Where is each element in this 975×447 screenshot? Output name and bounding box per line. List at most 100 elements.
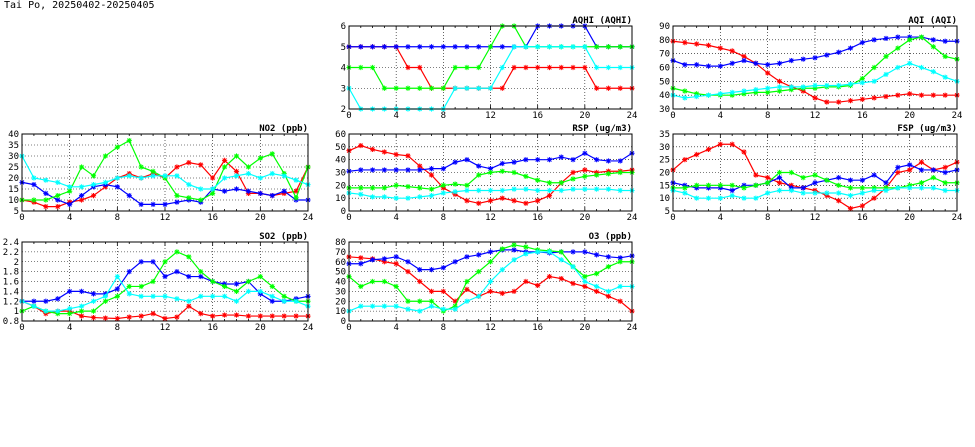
data-point (126, 193, 132, 199)
x-tick-label: 12 (160, 213, 171, 223)
data-point (114, 286, 120, 292)
data-point (257, 190, 263, 196)
data-point (617, 187, 623, 194)
data-point (582, 249, 588, 255)
data-point (487, 259, 494, 265)
data-point (694, 151, 700, 158)
x-tick-label: 16 (532, 111, 543, 121)
data-point (90, 182, 97, 188)
y-tick-label: 30 (659, 105, 670, 115)
x-tick-label: 12 (160, 323, 171, 333)
data-point (198, 310, 204, 317)
data-point (233, 173, 240, 179)
data-point (464, 198, 470, 204)
data-point (174, 296, 180, 302)
data-point (293, 177, 299, 183)
data-point (617, 255, 623, 261)
data-point (729, 89, 735, 95)
data-point (114, 293, 120, 299)
data-point (682, 95, 688, 101)
data-point (705, 182, 712, 188)
y-tick-label: 1 (14, 307, 19, 317)
data-point (942, 38, 948, 44)
data-point (558, 154, 564, 160)
data-point (487, 288, 494, 294)
data-point (452, 44, 458, 50)
data-point (405, 269, 411, 275)
chart-title: AQI (AQI) (908, 16, 957, 26)
x-tick-label: 24 (627, 111, 638, 121)
data-point (281, 293, 287, 299)
data-point (369, 194, 376, 200)
y-tick-label: 5 (14, 207, 19, 217)
data-point (138, 164, 144, 170)
data-point (499, 85, 505, 91)
data-point (186, 182, 192, 188)
data-point (452, 85, 458, 91)
data-point (126, 291, 132, 297)
data-point (114, 175, 120, 181)
y-tick-label: 10 (659, 194, 670, 204)
data-point (694, 91, 700, 97)
data-point (186, 273, 192, 280)
data-point (358, 185, 364, 191)
data-point (824, 177, 830, 183)
data-point (198, 273, 204, 280)
data-point (174, 269, 180, 275)
data-point (617, 259, 623, 265)
data-point (293, 195, 299, 201)
plot-frame (348, 241, 633, 322)
data-point (487, 187, 494, 194)
data-point (440, 288, 446, 294)
x-tick-label: 8 (765, 111, 770, 121)
data-point (476, 85, 482, 91)
data-point (245, 313, 252, 319)
data-point (535, 64, 541, 71)
data-point (55, 308, 61, 314)
data-point (358, 142, 364, 149)
data-point (198, 269, 204, 275)
data-point (174, 193, 180, 199)
data-point (162, 293, 168, 299)
data-point (824, 82, 830, 89)
data-point (358, 255, 364, 261)
data-point (281, 298, 287, 304)
data-point (245, 164, 252, 170)
data-point (582, 273, 588, 280)
data-point (895, 164, 901, 170)
data-point (476, 64, 482, 71)
data-point (511, 169, 517, 176)
data-point (78, 193, 85, 199)
data-point (233, 168, 240, 174)
data-point (417, 44, 423, 50)
data-point (907, 185, 913, 191)
data-point (245, 278, 252, 285)
data-point (393, 182, 399, 188)
y-tick-label: 15 (8, 185, 19, 195)
chart-title: SO2 (ppb) (259, 232, 308, 242)
data-point (694, 182, 700, 188)
data-point (546, 180, 553, 186)
data-point (405, 184, 411, 190)
data-point (381, 259, 387, 265)
data-point (788, 87, 794, 93)
data-point (499, 168, 505, 174)
data-point (535, 198, 541, 204)
data-point (582, 173, 588, 179)
data-point (788, 169, 794, 176)
data-point (605, 44, 612, 50)
data-point (476, 44, 482, 50)
data-point (499, 290, 505, 296)
data-point (729, 60, 735, 66)
data-point (546, 249, 553, 255)
data-point (210, 313, 216, 319)
y-tick-label: 40 (335, 156, 346, 166)
data-point (126, 314, 132, 320)
x-tick-label: 4 (393, 213, 398, 223)
data-point (705, 42, 712, 48)
y-tick-label: 35 (659, 130, 670, 140)
data-point (198, 162, 204, 168)
data-point (918, 34, 925, 40)
x-tick-label: 0 (19, 213, 24, 223)
